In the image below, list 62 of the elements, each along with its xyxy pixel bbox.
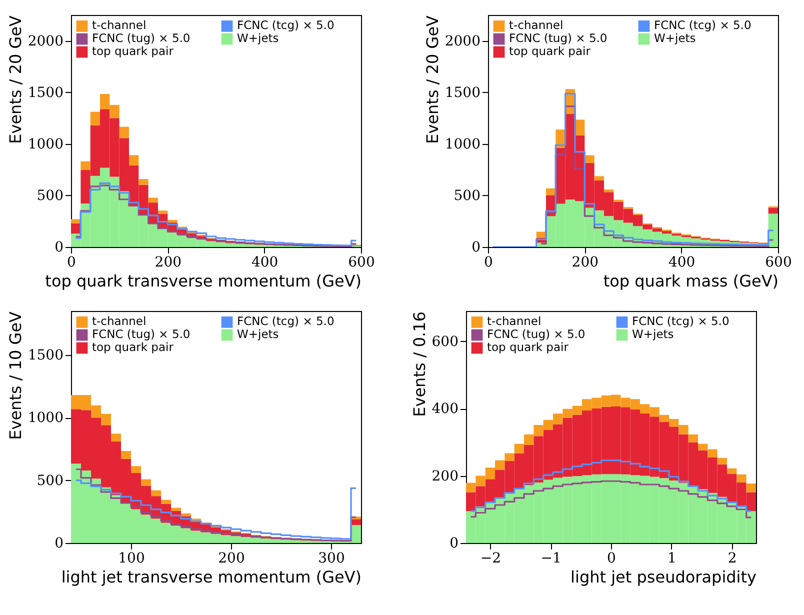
- y-tick-label: 1000: [28, 136, 64, 152]
- y-tick-label: 1000: [28, 410, 64, 426]
- x-tick-label: 0: [484, 254, 493, 270]
- x-tick-label: 600: [348, 254, 375, 270]
- legend-label: W+jets: [237, 327, 279, 341]
- x-tick-label: 200: [572, 254, 599, 270]
- legend-label: FCNC (tug) × 5.0: [92, 327, 190, 341]
- x-axis-title: top quark mass (GeV): [603, 272, 778, 290]
- y-tick-label: 0: [450, 536, 458, 552]
- legend-label: top quark pair: [92, 340, 174, 354]
- legend-label: top quark pair: [509, 44, 591, 58]
- y-tick-label: 0: [54, 240, 64, 256]
- legend-label: top quark pair: [92, 44, 174, 58]
- x-tick-label: −1: [540, 550, 562, 566]
- x-tick-label: 100: [118, 550, 145, 566]
- x-tick-label: 2: [728, 550, 737, 566]
- y-tick-label: 0: [472, 240, 480, 256]
- y-tick-label: 2000: [444, 33, 480, 50]
- legend-label: FCNC (tcg) × 5.0: [237, 314, 334, 328]
- x-tick-label: 600: [765, 254, 792, 270]
- y-axis-title: Events / 20 GeV: [6, 15, 25, 144]
- legend-label: W+jets: [632, 327, 674, 341]
- x-tick-label: 400: [251, 254, 278, 270]
- y-axis-title: Events / 10 GeV: [6, 311, 25, 440]
- x-tick-label: 200: [154, 254, 182, 270]
- legend-label: FCNC (tcg) × 5.0: [237, 18, 334, 32]
- y-tick-label: 200: [432, 468, 458, 484]
- y-tick-label: 500: [36, 472, 64, 489]
- legend-label: t-channel: [509, 18, 564, 32]
- legend-label: t-channel: [92, 18, 146, 32]
- y-tick-label: 600: [432, 334, 458, 350]
- x-axis-title: top quark transverse momentum (GeV): [45, 272, 362, 290]
- y-tick-label: 0: [54, 536, 64, 552]
- y-tick-label: 1500: [444, 84, 480, 101]
- x-tick-label: 0: [607, 550, 616, 566]
- x-tick-label: 300: [318, 550, 345, 566]
- legend-label: FCNC (tug) × 5.0: [487, 327, 586, 341]
- legend-label: t-channel: [92, 314, 146, 328]
- y-tick-label: 1000: [444, 136, 480, 152]
- legend-label: FCNC (tug) × 5.0: [92, 31, 190, 45]
- legend-label: W+jets: [654, 31, 696, 45]
- y-tick-label: 500: [36, 188, 64, 204]
- x-tick-label: 1: [667, 550, 676, 566]
- y-tick-label: 400: [432, 401, 458, 418]
- legend-label: t-channel: [487, 314, 542, 328]
- legend-label: FCNC (tcg) × 5.0: [654, 18, 752, 32]
- legend-label: top quark pair: [487, 340, 569, 354]
- y-tick-label: 2000: [28, 33, 64, 50]
- x-tick-label: 400: [668, 254, 696, 270]
- x-axis-title: light jet pseudorapidity: [570, 568, 756, 586]
- y-axis-title: Events / 20 GeV: [422, 15, 442, 144]
- y-tick-label: 1500: [28, 347, 64, 364]
- y-tick-label: 1500: [28, 84, 64, 101]
- x-tick-label: −2: [480, 550, 501, 566]
- legend-label: FCNC (tug) × 5.0: [509, 31, 608, 45]
- y-axis-title: Events / 0.16: [410, 312, 429, 417]
- y-tick-label: 500: [454, 188, 480, 204]
- legend-label: FCNC (tcg) × 5.0: [632, 314, 730, 328]
- x-tick-label: 0: [67, 254, 76, 270]
- x-tick-label: 200: [218, 550, 245, 566]
- x-axis-title: light jet transverse momentum (GeV): [61, 568, 362, 586]
- legend-label: W+jets: [237, 31, 279, 45]
